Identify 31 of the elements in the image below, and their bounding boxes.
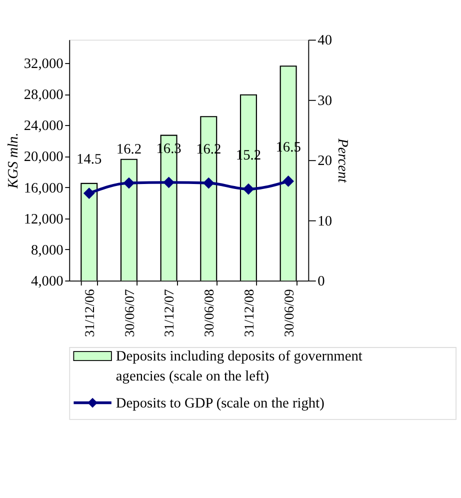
y2-tick-label: 30 <box>318 92 332 109</box>
y-axis-title: KGS mln. <box>6 132 22 190</box>
y-tick-label: 12,000 <box>24 211 64 228</box>
y-tick-label: 32,000 <box>24 56 64 72</box>
x-tick-label: 30/06/09 <box>281 288 296 337</box>
y-tick-label: 8,000 <box>31 242 64 258</box>
point <box>83 188 95 199</box>
point <box>242 183 254 195</box>
point <box>123 177 135 189</box>
legend-label: Deposits to GDP (scale on the right) <box>116 395 325 412</box>
data-label: 14.5 <box>76 152 102 168</box>
y-tick-label: 16,000 <box>24 180 64 196</box>
y2-tick-label: 10 <box>318 213 332 230</box>
legend-label: Deposits including deposits of government agencies (scale on the left) <box>116 348 362 384</box>
x-tick-label: 31/12/07 <box>162 288 177 337</box>
x-tick-label: 30/06/07 <box>122 288 137 337</box>
x-tick-label: 31/12/06 <box>82 288 98 337</box>
y2-tick-label: 20 <box>318 153 332 170</box>
point <box>202 177 214 189</box>
data-label: 16.2 <box>116 141 142 158</box>
point <box>282 176 294 187</box>
x-tick-label: 31/12/08 <box>241 288 256 337</box>
y-tick-label: 24,000 <box>24 118 64 134</box>
y2-tick-label: 40 <box>318 32 332 49</box>
y2-tick-label: 0 <box>318 274 325 290</box>
point <box>163 176 174 188</box>
y-tick-label: 20,000 <box>24 149 64 166</box>
y-tick-label: 4,000 <box>31 274 64 290</box>
y2-axis-title: Percent <box>334 138 350 184</box>
y-tick-label: 28,000 <box>24 87 64 104</box>
x-tick-label: 30/06/08 <box>202 288 217 337</box>
